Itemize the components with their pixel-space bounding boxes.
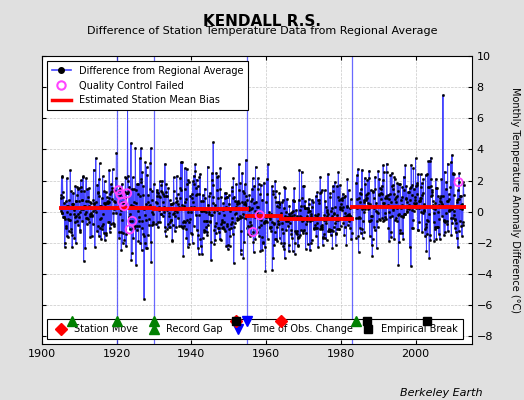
Y-axis label: Monthly Temperature Anomaly Difference (°C): Monthly Temperature Anomaly Difference (…	[510, 87, 520, 313]
Text: Difference of Station Temperature Data from Regional Average: Difference of Station Temperature Data f…	[87, 26, 437, 36]
Point	[123, 190, 132, 196]
Text: Berkeley Earth: Berkeley Earth	[400, 388, 482, 398]
Point	[114, 187, 123, 194]
Point	[454, 179, 463, 185]
Text: KENDALL R.S.: KENDALL R.S.	[203, 14, 321, 29]
Point	[249, 229, 257, 235]
Point	[116, 191, 125, 198]
Point	[126, 226, 134, 233]
Point	[256, 212, 264, 218]
Point	[118, 198, 126, 205]
Point	[120, 203, 128, 209]
Point	[128, 218, 137, 224]
Legend: Station Move, Record Gap, Time of Obs. Change, Empirical Break: Station Move, Record Gap, Time of Obs. C…	[47, 320, 463, 339]
